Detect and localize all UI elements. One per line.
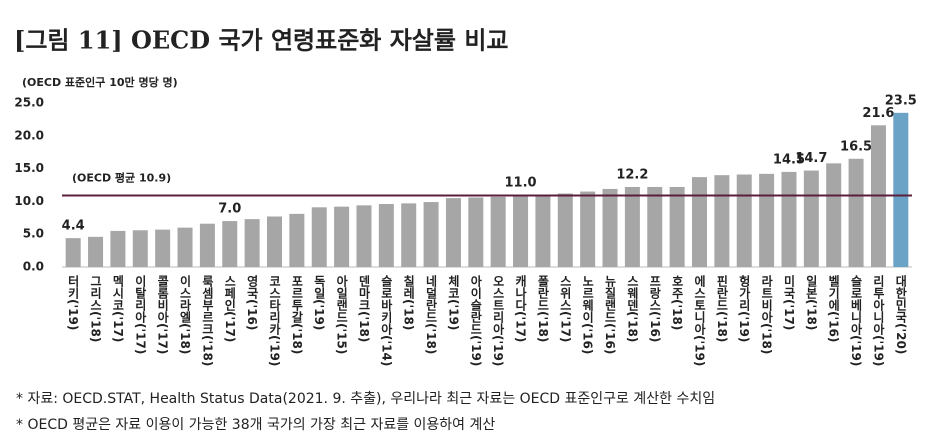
footnote: * OECD 평균은 자료 이용이 가능한 38개 국가의 가장 최근 자료를 … <box>16 417 495 433</box>
x-tick-label: 노르웨이('16) <box>581 275 595 355</box>
bar <box>803 170 819 267</box>
bar <box>468 197 484 267</box>
bar <box>736 174 752 267</box>
x-tick-label: 스웨덴('18) <box>625 275 639 343</box>
bar <box>88 236 104 267</box>
bar <box>378 204 394 267</box>
bar <box>759 173 775 267</box>
bar <box>423 202 439 267</box>
bar <box>401 203 417 267</box>
x-tick-label: 리투아니아('19) <box>871 274 885 367</box>
bar <box>826 163 842 267</box>
x-tick-label: 오스트리아('19) <box>491 275 505 367</box>
x-tick-label: 멕시코('17) <box>111 274 125 343</box>
x-tick-label: 일본('18) <box>804 275 818 331</box>
x-tick-label: 슬로베니아('19) <box>849 275 863 367</box>
reference-label: (OECD 평균 10.9) <box>72 170 171 184</box>
x-tick-label: 네덜란드('18) <box>424 274 438 355</box>
x-tick-label: 포르투갈('18) <box>290 275 304 355</box>
bar <box>289 213 305 267</box>
bar <box>669 186 685 267</box>
bar <box>714 175 730 267</box>
x-tick-label: 대한민국('20) <box>894 275 908 355</box>
bar <box>647 186 663 267</box>
bar <box>513 194 529 267</box>
bar <box>199 223 215 267</box>
bar <box>356 205 372 267</box>
x-tick-label: 스페인('17) <box>223 275 237 343</box>
x-tick-label: 콜롬비아('17) <box>156 274 170 355</box>
x-tick-label: 룩셈부르크('18) <box>200 274 214 367</box>
x-tick-label: 칠레('18) <box>402 274 416 331</box>
data-label: 4.4 <box>62 219 85 234</box>
bar <box>557 193 573 267</box>
data-label: 21.6 <box>862 106 894 121</box>
y-tick-label: 15.0 <box>14 161 44 175</box>
x-tick-label: 폴란드('18) <box>536 274 550 343</box>
y-tick-label: 5.0 <box>23 227 44 241</box>
footnote: * 자료: OECD.STAT, Health Status Data(2021… <box>16 391 715 407</box>
data-label: 12.2 <box>616 167 648 182</box>
x-tick-label: 에스토니아('19) <box>693 274 707 367</box>
x-tick-label: 아이슬란드('19) <box>469 274 483 367</box>
x-tick-label: 프랑스('16) <box>648 275 662 343</box>
x-tick-label: 그리스('18) <box>89 275 103 343</box>
x-tick-label: 영국('16) <box>245 274 259 331</box>
bar <box>624 186 640 267</box>
x-tick-label: 아일랜드('15) <box>335 274 349 355</box>
bar <box>222 221 238 267</box>
bar <box>692 177 707 267</box>
x-tick-label: 미국('17) <box>782 274 796 331</box>
bar <box>65 238 81 267</box>
x-tick-label: 이스라엘('18) <box>178 274 192 355</box>
data-label: 7.0 <box>218 202 241 217</box>
data-label: 14.7 <box>795 151 827 166</box>
bar <box>848 158 864 267</box>
x-tick-label: 핀란드('18) <box>715 274 729 343</box>
x-tick-label: 덴마크('18) <box>357 274 371 343</box>
bar <box>893 112 909 267</box>
x-tick-label: 이탈리아('17) <box>133 274 147 355</box>
x-tick-label: 헝가리('19) <box>737 274 751 343</box>
bar <box>155 229 171 267</box>
x-tick-label: 슬로바키아('14) <box>379 275 393 367</box>
y-axis-label: (OECD 표준인구 10만 명당 명) <box>22 75 178 89</box>
bar <box>580 191 596 267</box>
x-tick-label: 독일('19) <box>312 275 326 331</box>
bar <box>490 196 506 267</box>
bar <box>445 198 461 267</box>
bar <box>267 216 282 267</box>
x-tick-label: 터키('19) <box>66 274 80 331</box>
bar <box>132 230 148 267</box>
x-tick-label: 스위스('17) <box>558 275 572 343</box>
bar <box>177 227 193 267</box>
x-tick-label: 라트비아('18) <box>760 274 774 355</box>
x-tick-label: 호주('18) <box>670 275 684 331</box>
y-tick-label: 25.0 <box>14 96 44 110</box>
y-tick-label: 0.0 <box>23 260 44 274</box>
data-label: 16.5 <box>840 139 872 154</box>
bar <box>110 230 126 267</box>
bar <box>311 207 327 267</box>
bar <box>244 219 260 267</box>
chart-title: [그림 11] OECD 국가 연령표준화 자살률 비교 <box>14 26 508 55</box>
x-tick-label: 캐나다('17) <box>514 275 528 343</box>
bar <box>535 194 551 267</box>
x-tick-label: 체코('19) <box>446 274 460 331</box>
x-tick-label: 코스타리카('19) <box>268 275 282 367</box>
bar <box>781 171 797 267</box>
y-tick-label: 20.0 <box>14 128 44 142</box>
y-tick-label: 10.0 <box>14 194 44 208</box>
data-label: 23.5 <box>885 93 917 108</box>
data-label: 11.0 <box>505 175 537 190</box>
data-label: 14.5 <box>773 152 805 167</box>
bar <box>334 206 350 267</box>
x-tick-label: 벨기에('16) <box>827 274 841 343</box>
bar <box>602 188 618 267</box>
x-tick-label: 뉴질랜드('16) <box>603 275 617 355</box>
